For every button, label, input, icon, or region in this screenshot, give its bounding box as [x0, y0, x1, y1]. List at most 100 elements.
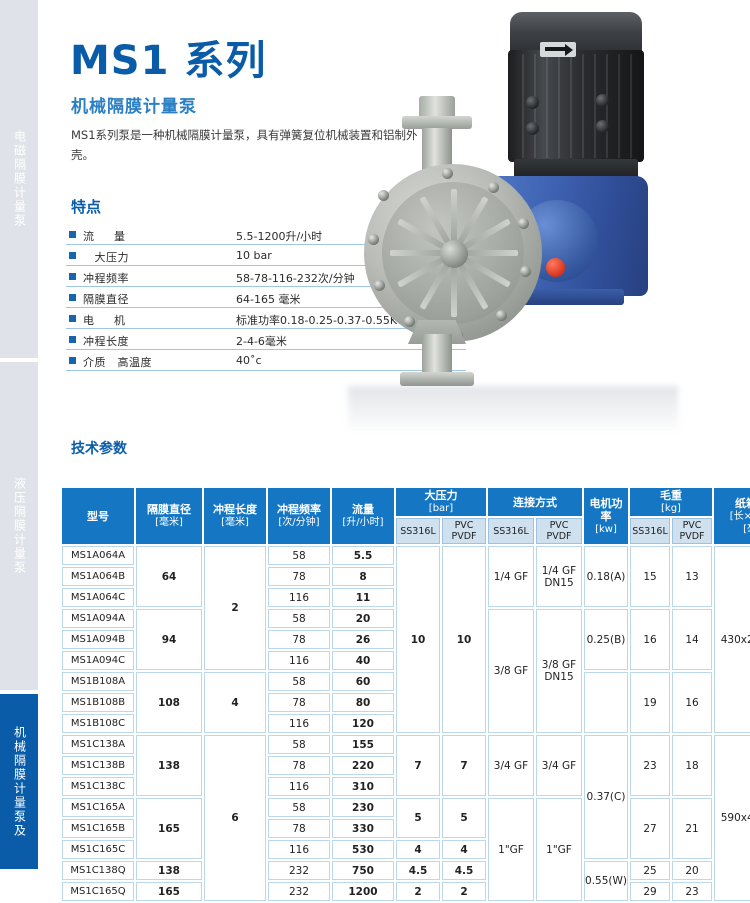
- cell-stroke-freq: 78: [268, 567, 330, 586]
- sidebar-tab-hydraulic-inner: 液压隔膜计量泵: [0, 362, 38, 690]
- th-weight-pvc-l2: PVDF: [679, 531, 705, 542]
- spec-heading: 技术参数: [71, 441, 127, 457]
- cell-motor-power: 0.25(B): [584, 609, 628, 670]
- feature-value: 40˚c: [236, 354, 262, 367]
- cell-flow: 60: [332, 672, 394, 691]
- cell-carton-size: 430x280x530: [714, 546, 750, 733]
- th-model: 型号: [62, 488, 134, 544]
- sidebar-tab-solenoid[interactable]: 电磁隔膜计量泵: [0, 0, 38, 358]
- cell-connection-ss: 1"GF: [488, 798, 534, 901]
- th-connection-pvc: PVC PVDF: [536, 518, 582, 544]
- cell-pressure-ss: 10: [396, 546, 440, 733]
- cell-model: MS1C138Q: [62, 861, 134, 880]
- feature-row: 大压力 10 bar: [66, 245, 466, 266]
- cell-connection-pvc: 3/4 GF: [536, 735, 582, 796]
- table-row: MS1A064A 64 2 58 5.5 10 10 1/4 GF 1/4 GF DN15 0.1…: [62, 546, 750, 733]
- table-row: MS1B108B 78 80: [62, 693, 750, 712]
- suction-flange: [400, 372, 474, 386]
- cell-stroke-length: 4: [204, 672, 266, 733]
- cell-flow: 11: [332, 588, 394, 607]
- cell-stroke-freq: 116: [268, 588, 330, 607]
- th-diaphragm-dia-text: 隔膜直径: [147, 503, 191, 516]
- cell-weight-ss: 29: [630, 882, 670, 901]
- oil-plug: [546, 258, 565, 277]
- cell-weight-pvc: 13: [672, 546, 712, 607]
- table-row: MS1C138C 116 310: [62, 777, 750, 796]
- feature-row: 流 量 5.5-1200升/小时: [66, 224, 466, 245]
- hero-section: MS1 系列 机械隔膜计量泵 MS1系列泵是一种机械隔膜计量泵，具有弹簧复位机械…: [38, 0, 750, 434]
- table-row: MS1C165A 165 58 230 5 5 1"GF 1"GF 27 21: [62, 798, 750, 901]
- bullet-square-icon: [69, 231, 76, 238]
- th-carton-unit1: [长×宽×高]: [729, 510, 750, 522]
- head-bolt: [374, 280, 385, 291]
- cell-stroke-length: 2: [204, 546, 266, 670]
- th-pressure-text: 大压力: [424, 489, 458, 502]
- cell-stroke-freq: 232: [268, 882, 330, 901]
- spec-header-row-1: 型号 隔膜直径 [毫米] 冲程长度 [毫米] 冲程频率 [次/分钟] 流量 [升…: [62, 488, 750, 544]
- cell-model: MS1A064B: [62, 567, 134, 586]
- th-stroke-len-text: 冲程长度: [213, 503, 257, 516]
- bullet-square-icon: [69, 357, 76, 364]
- cell-model: MS1C165A: [62, 798, 134, 817]
- head-bolt: [488, 182, 499, 193]
- th-motor-power: 电机功率 [kw]: [584, 488, 628, 544]
- table-row: MS1A064B 78 8: [62, 567, 750, 586]
- table-row: MS1A094B 78 26: [62, 630, 750, 649]
- table-row: MS1C165Q 165 232 1200 2 2 29 23: [62, 882, 750, 901]
- cell-pressure-ss: 2: [396, 882, 440, 901]
- table-row: MS1C138B 78 220: [62, 756, 750, 775]
- sidebar-tab-mechanical[interactable]: 机械隔膜计量泵及: [0, 694, 38, 869]
- cell-stroke-freq: 58: [268, 735, 330, 754]
- th-flow-text: 流量: [352, 503, 374, 516]
- th-diaphragm-dia: 隔膜直径 [毫米]: [136, 488, 202, 544]
- feature-value: 64-165 毫米: [236, 293, 301, 306]
- cell-model: MS1A094A: [62, 609, 134, 628]
- cell-pressure-ss: 4.5: [396, 861, 440, 880]
- product-description: MS1系列泵是一种机械隔膜计量泵，具有弹簧复位机械装置和铝制外壳。: [71, 128, 418, 162]
- cell-weight-pvc: 16: [672, 672, 712, 733]
- cell-diaphragm-dia: 94: [136, 609, 202, 670]
- cell-connection-ss: 3/8 GF: [488, 609, 534, 733]
- cell-pressure-pvc: 7: [442, 735, 486, 796]
- page-subtitle: 机械隔膜计量泵: [71, 97, 197, 117]
- cell-diaphragm-dia: 138: [136, 861, 202, 880]
- cell-model: MS1C138C: [62, 777, 134, 796]
- cell-stroke-freq: 116: [268, 714, 330, 733]
- photo-reflection: [348, 386, 678, 434]
- table-row: MS1B108C 116 120: [62, 714, 750, 733]
- cell-pressure-pvc: 4: [442, 840, 486, 859]
- cell-model: MS1C165B: [62, 819, 134, 838]
- table-row: MS1C138A 138 6 58 155 7 7 3/4 GF 3/4 GF 0.37(C) 23…: [62, 735, 750, 901]
- cell-pressure-pvc: 10: [442, 546, 486, 733]
- cell-weight-pvc: 18: [672, 735, 712, 796]
- cell-flow: 1200: [332, 882, 394, 901]
- head-bolt: [496, 310, 507, 321]
- feature-label: 流 量: [83, 230, 126, 243]
- cell-stroke-freq: 58: [268, 672, 330, 691]
- head-bolt: [378, 190, 389, 201]
- cell-model: MS1A094C: [62, 651, 134, 670]
- table-row: MS1A064C 116 11: [62, 588, 750, 607]
- th-weight-pvc: PVC PVDF: [672, 518, 712, 544]
- th-carton: 纸箱尺寸 [长×宽×高] [毫米]: [714, 488, 750, 544]
- cell-weight-ss: 15: [630, 546, 670, 607]
- discharge-flange: [402, 116, 472, 129]
- features-list: 流 量 5.5-1200升/小时 大压力 10 bar 冲程频率 58-78-1…: [66, 224, 466, 371]
- th-weight-ss: SS316L: [630, 518, 670, 544]
- th-pressure-pvc-l1: PVC: [454, 520, 474, 531]
- sidebar-tab-hydraulic[interactable]: 液压隔膜计量泵: [0, 362, 38, 690]
- cell-pressure-pvc: 5: [442, 798, 486, 838]
- cell-model: MS1B108B: [62, 693, 134, 712]
- th-motor-power-text: 电机功率: [589, 496, 623, 523]
- motor-bolt: [596, 94, 609, 107]
- feature-row: 冲程频率 58-78-116-232次/分钟: [66, 266, 466, 287]
- feature-row: 隔膜直径 64-165 毫米: [66, 287, 466, 308]
- bullet-square-icon: [69, 252, 76, 259]
- th-stroke-freq: 冲程频率 [次/分钟]: [268, 488, 330, 544]
- head-bolt: [404, 316, 415, 327]
- head-bolt: [518, 218, 529, 229]
- cell-diaphragm-dia: 64: [136, 546, 202, 607]
- discharge-neck: [419, 96, 455, 118]
- cell-connection-ss: 3/4 GF: [488, 735, 534, 796]
- cell-flow: 5.5: [332, 546, 394, 565]
